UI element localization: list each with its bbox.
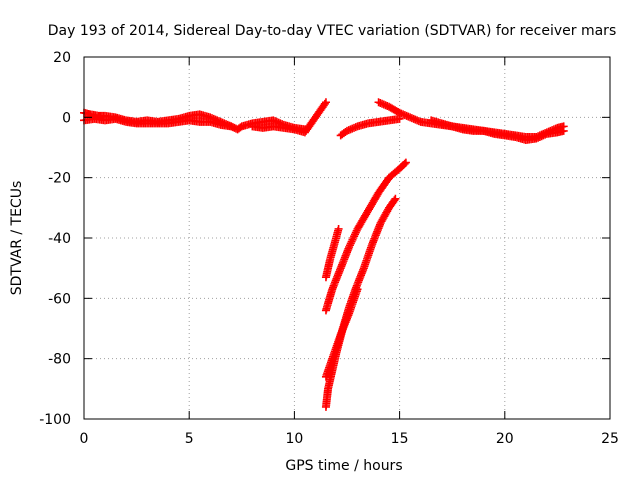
data-point	[320, 99, 329, 108]
data-point	[350, 230, 359, 239]
x-axis-label: GPS time / hours	[285, 458, 402, 474]
chart-title: Day 193 of 2014, Sidereal Day-to-day VTE…	[48, 23, 616, 39]
y-tick-label: -100	[39, 412, 71, 428]
y-tick-label: 20	[53, 50, 71, 66]
data-point	[349, 234, 358, 242]
data-point	[347, 237, 356, 246]
data-point	[345, 243, 354, 252]
data-point	[400, 159, 409, 168]
series-track-b	[80, 114, 236, 131]
axis-ticks: 0 5 10 15 20 25 -100 -80 -60 -40 -20 0 20	[39, 50, 619, 447]
data-point	[401, 158, 410, 167]
series-layer	[80, 98, 568, 411]
data-point	[321, 98, 330, 107]
data-point	[348, 235, 357, 244]
data-point	[559, 126, 568, 135]
data-point	[353, 285, 362, 294]
data-point	[334, 224, 343, 233]
grid	[84, 57, 610, 419]
y-tick-label: -60	[48, 291, 71, 307]
x-tick-label: 15	[391, 431, 409, 447]
y-tick-label: -20	[48, 171, 71, 187]
plot-frame	[83, 56, 611, 420]
data-point	[351, 228, 360, 237]
data-point	[227, 122, 236, 131]
data-point	[345, 241, 354, 250]
series-track-f	[427, 116, 568, 144]
series-track-d	[336, 114, 404, 140]
data-point	[350, 232, 359, 241]
x-tick-label: 0	[80, 431, 89, 447]
y-tick-label: -40	[48, 231, 71, 247]
y-tick-label: -80	[48, 352, 71, 368]
series-track-c	[248, 98, 330, 137]
x-tick-label: 20	[496, 431, 514, 447]
series-descending-arc-1	[321, 224, 343, 282]
x-tick-label: 5	[185, 431, 194, 447]
data-point	[391, 194, 400, 203]
y-tick-label: 0	[62, 110, 71, 126]
data-point	[346, 239, 355, 248]
series-descending-arc-2	[321, 158, 410, 315]
x-tick-label: 10	[285, 431, 303, 447]
y-axis-label: SDTVAR / TECUs	[9, 181, 25, 296]
data-point	[390, 196, 399, 205]
x-tick-label: 25	[601, 431, 619, 447]
series-descending-arc-4	[321, 285, 362, 381]
